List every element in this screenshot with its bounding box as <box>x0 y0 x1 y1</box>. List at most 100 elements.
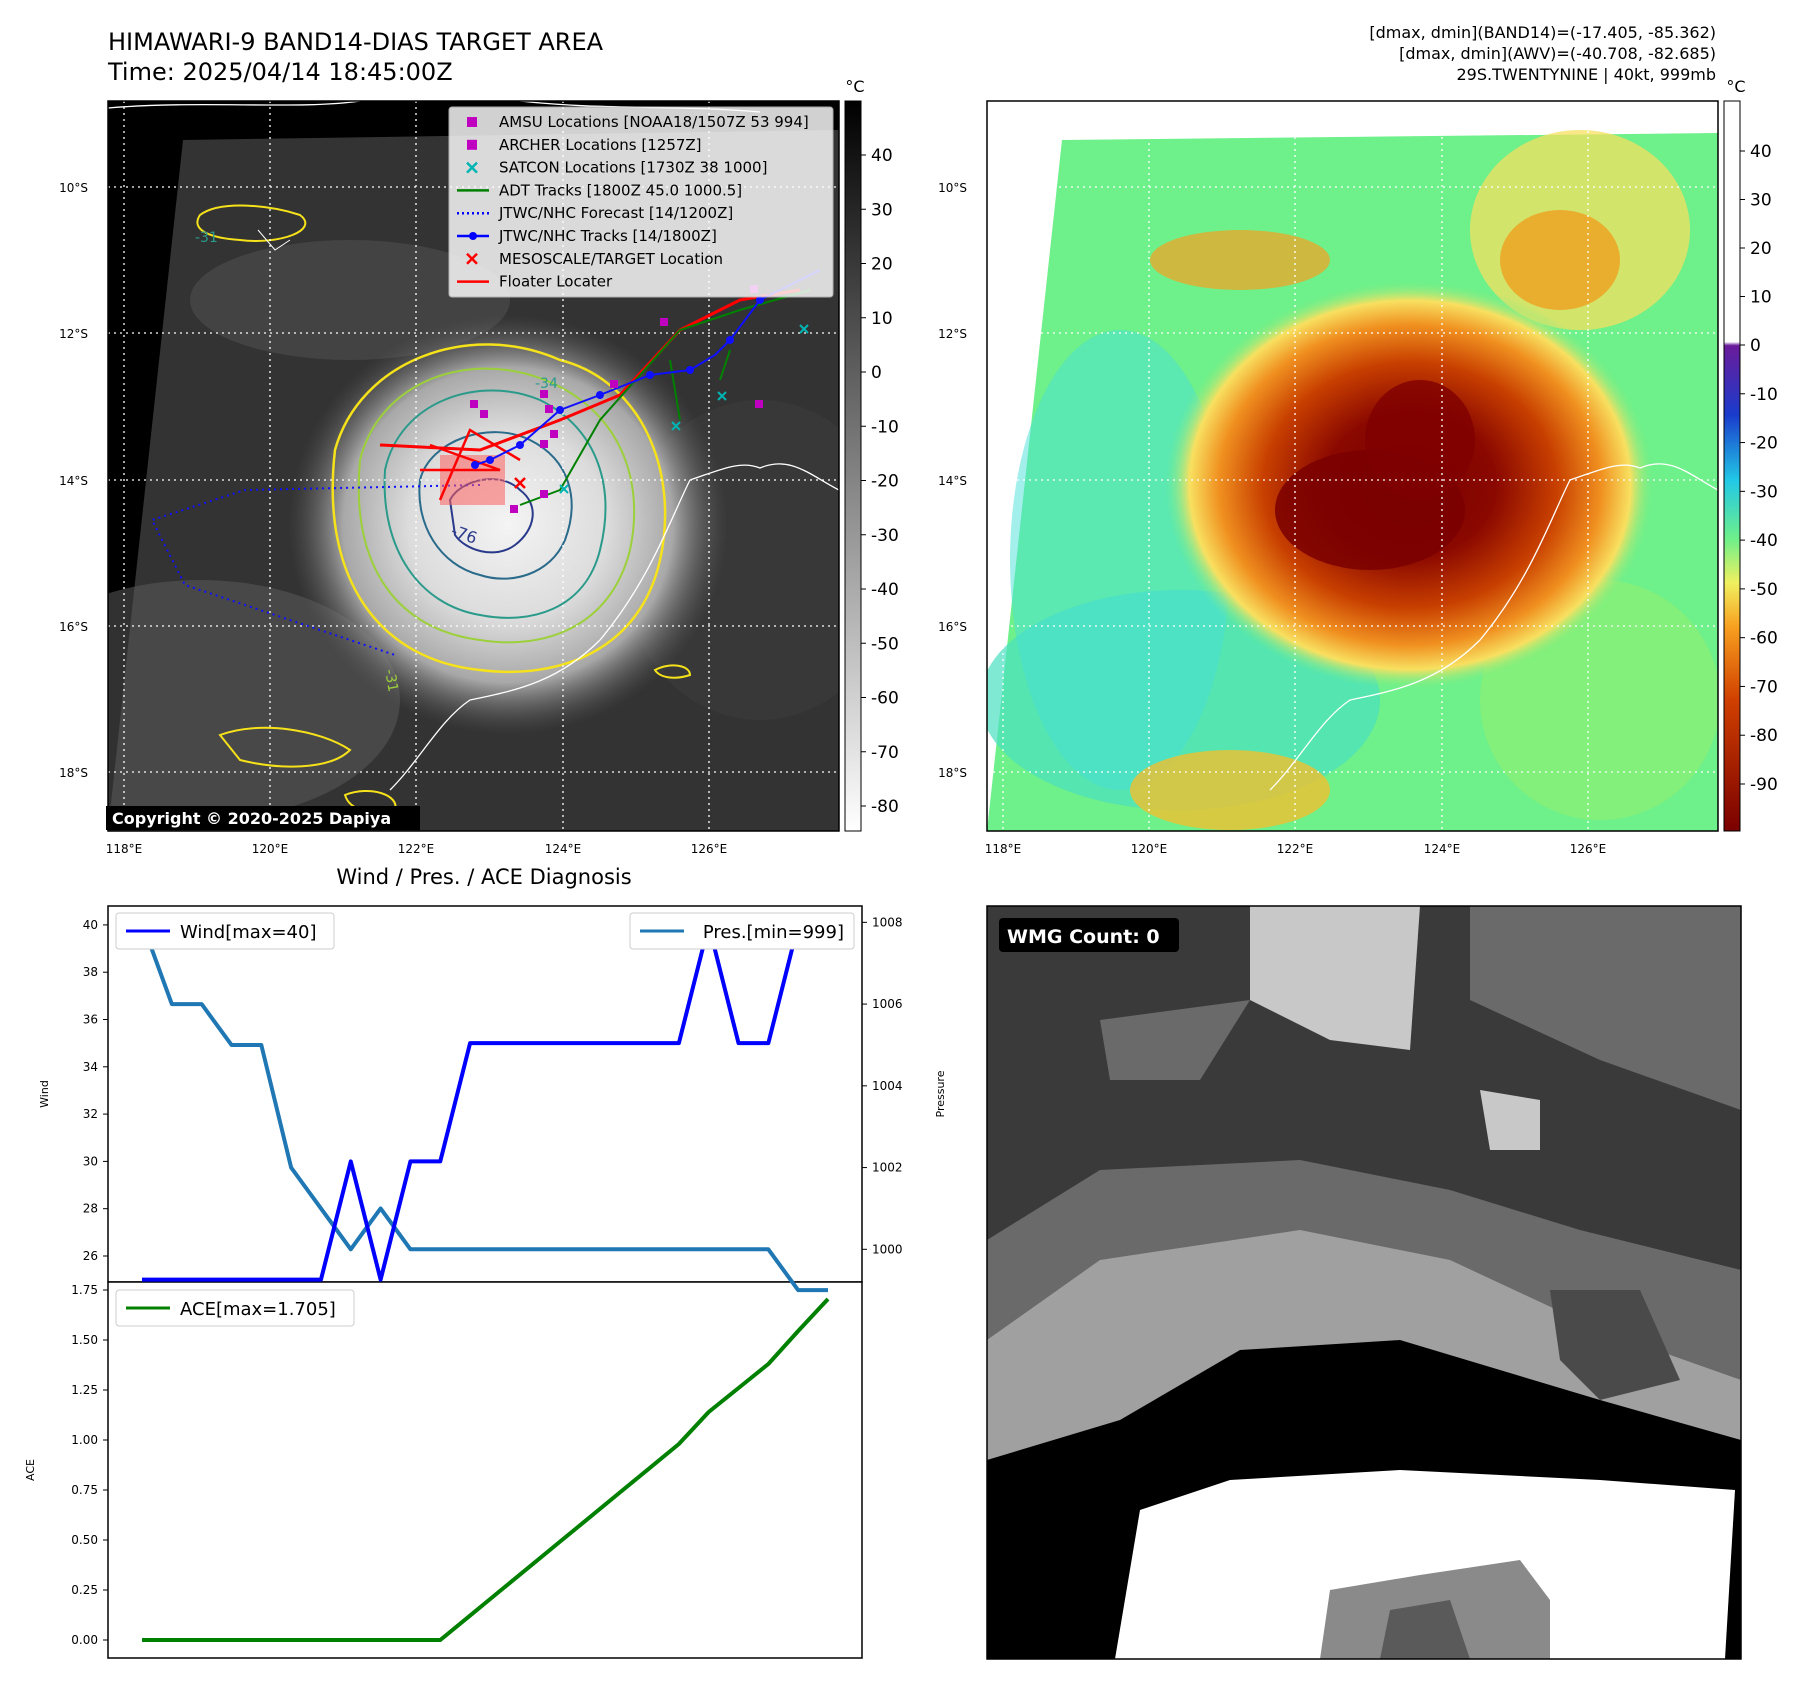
ace-legend: ACE[max=1.705] <box>115 1289 355 1327</box>
ir-cb-tick-label: -20 <box>871 472 899 492</box>
ir-cb-tick-label: -30 <box>871 526 899 546</box>
jtwc-forecast-track <box>150 484 481 656</box>
awv-cb-tick-label: -70 <box>1750 677 1778 697</box>
ace-y-tick-label: 1.50 <box>71 1333 98 1347</box>
ir-cb-tick-label: 20 <box>871 255 893 275</box>
awv-lon-tick: 122°E <box>1277 842 1314 856</box>
ace-y-tick-label: 1.25 <box>71 1383 98 1397</box>
wind-pres-axes <box>107 905 863 1283</box>
ace-y-tick-label: 0.50 <box>71 1533 98 1547</box>
wind-y-tick-label: 40 <box>83 918 98 932</box>
wind-y-tick-label: 34 <box>83 1060 98 1074</box>
ir-lon-tick: 122°E <box>398 842 435 856</box>
figure-title: HIMAWARI-9 BAND14-DIAS TARGET AREA <box>108 28 604 56</box>
awv-lat-tick: 12°S <box>938 327 967 341</box>
wind-axis-label: Wind <box>38 1080 51 1108</box>
legend-label: ARCHER Locations [1257Z] <box>499 136 702 154</box>
ir-storm-cloud <box>288 315 728 735</box>
wind-y-tick-label: 32 <box>83 1107 98 1121</box>
legend-entry: JTWC/NHC Forecast [14/1200Z] <box>457 204 733 222</box>
ace-y-tick-label: 1.75 <box>71 1283 98 1297</box>
ir-map-panel: -76 -31 -34 -31 AMSU Locations [NOAA18/1… <box>59 77 899 856</box>
ir-map-frame <box>107 100 840 832</box>
ir-cb-tick-label: -70 <box>871 743 899 763</box>
ir-lat-tick: 10°S <box>59 181 88 195</box>
ace-legend-label: ACE[max=1.705] <box>180 1299 336 1320</box>
legend-label: JTWC/NHC Tracks [14/1800Z] <box>498 227 717 245</box>
legend-entry: JTWC/NHC Tracks [14/1800Z] <box>457 227 717 245</box>
awv-map-panel: 118°E 120°E 122°E 124°E 126°E 10°S 12°S 14°S 16… <box>938 77 1778 856</box>
ir-lon-tick: 118°E <box>106 842 143 856</box>
contour-label-31b: -31 <box>381 668 401 693</box>
ace-y-tick-label: 1.00 <box>71 1433 98 1447</box>
storm-info: 29S.TWENTYNINE | 40kt, 999mb <box>1457 65 1717 84</box>
ir-colorbar-unit: °C <box>845 77 864 96</box>
awv-cb-tick-label: 20 <box>1750 239 1772 259</box>
ir-colorbar <box>844 100 862 832</box>
awv-colorbar <box>1723 100 1741 832</box>
legend-entry: Floater Locater <box>457 273 613 291</box>
legend-label: SATCON Locations [1730Z 38 1000] <box>499 159 767 177</box>
awv-cb-tick-label: 30 <box>1750 191 1772 211</box>
awv-cb-tick-label: 10 <box>1750 288 1772 308</box>
awv-map-frame <box>986 100 1719 832</box>
ir-cb-tick-label: -80 <box>871 797 899 817</box>
awv-cb-tick-label: -80 <box>1750 726 1778 746</box>
ir-cb-tick-label: 10 <box>871 309 893 329</box>
ir-cb-tick-label: 0 <box>871 363 882 383</box>
legend-square-marker <box>467 117 477 127</box>
legend-label: MESOSCALE/TARGET Location <box>499 250 723 268</box>
ir-cb-tick-label: -50 <box>871 634 899 654</box>
awv-cb-tick-label: 0 <box>1750 336 1761 356</box>
pressure-series-line <box>140 921 828 1293</box>
pressure-legend: Pres.[min=999] <box>629 912 855 950</box>
dmax-awv: [dmax, dmin](AWV)=(-40.708, -82.685) <box>1399 44 1716 63</box>
legend-entry: MESOSCALE/TARGET Location <box>466 250 723 268</box>
legend-x-marker <box>466 252 478 265</box>
legend-entry: SATCON Locations [1730Z 38 1000] <box>466 159 767 177</box>
ace-y-tick-label: 0.75 <box>71 1483 98 1497</box>
awv-lat-tick: 10°S <box>938 181 967 195</box>
ir-lat-tick: 16°S <box>59 620 88 634</box>
awv-cb-tick-label: -90 <box>1750 775 1778 795</box>
awv-cb-tick-label: -10 <box>1750 385 1778 405</box>
awv-lon-tick: 118°E <box>985 842 1022 856</box>
awv-lat-tick: 14°S <box>938 474 967 488</box>
wmg-panel: WMG Count: 0 <box>986 905 1742 1660</box>
wind-y-tick-label: 38 <box>83 965 98 979</box>
wind-y-tick-label: 28 <box>83 1202 98 1216</box>
wmg-frame <box>986 905 1742 1660</box>
ace-y-tick-label: 0.25 <box>71 1583 98 1597</box>
awv-lon-tick: 120°E <box>1131 842 1168 856</box>
contour-label-34: -34 <box>535 376 558 392</box>
ace-axis-label: ACE <box>24 1459 37 1481</box>
awv-cb-tick-label: -30 <box>1750 482 1778 502</box>
ir-legend: AMSU Locations [NOAA18/1507Z 53 994] ARCH… <box>448 106 834 298</box>
awv-cb-tick-label: 40 <box>1750 142 1772 162</box>
legend-label: ADT Tracks [1800Z 45.0 1000.5] <box>499 181 742 199</box>
figure-time: Time: 2025/04/14 18:45:00Z <box>107 58 453 86</box>
awv-cb-tick-label: -20 <box>1750 434 1778 454</box>
legend-label: Floater Locater <box>499 273 613 291</box>
pressure-y-tick-label: 1006 <box>872 997 903 1011</box>
awv-lat-tick: 16°S <box>938 620 967 634</box>
legend-entry: AMSU Locations [NOAA18/1507Z 53 994] <box>467 113 809 131</box>
contour-label-31: -31 <box>195 230 218 246</box>
legend-dot-marker <box>469 232 477 240</box>
adt-track <box>519 289 811 506</box>
mesoscale-target-marker <box>514 477 526 489</box>
ir-lon-tick: 126°E <box>691 842 728 856</box>
wmg-count: WMG Count: 0 <box>1007 926 1160 948</box>
ir-cb-tick-label: -40 <box>871 580 899 600</box>
wind-y-tick-label: 36 <box>83 1013 98 1027</box>
legend-entry: ARCHER Locations [1257Z] <box>467 136 702 154</box>
ir-lon-tick: 120°E <box>252 842 289 856</box>
diagnosis-title: Wind / Pres. / ACE Diagnosis <box>336 865 631 889</box>
wind-y-tick-label: 26 <box>83 1249 98 1263</box>
ir-cb-tick-label: 30 <box>871 200 893 220</box>
ace-y-tick-label: 0.00 <box>71 1633 98 1647</box>
copyright-text: Copyright © 2020-2025 Dapiya <box>112 809 391 828</box>
ir-cb-tick-label: -60 <box>871 689 899 709</box>
legend-entry: ADT Tracks [1800Z 45.0 1000.5] <box>457 181 742 199</box>
